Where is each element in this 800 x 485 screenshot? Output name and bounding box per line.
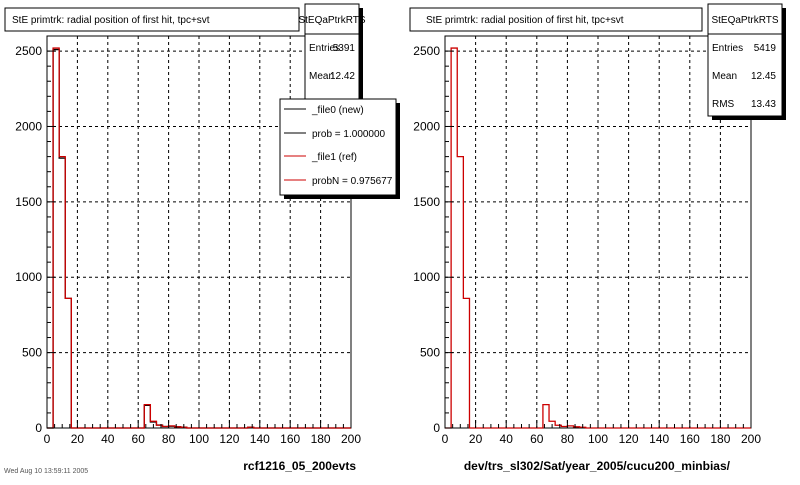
left-y-tick-label: 1500 [15, 195, 42, 209]
right-grid [445, 36, 751, 428]
left-title-box [4, 7, 300, 32]
right-x-tick-label: 200 [741, 432, 761, 446]
left-stats-entries-value: 5391 [333, 43, 356, 54]
right-x-tick-label: 60 [530, 432, 544, 446]
right-x-tick-label: 100 [588, 432, 608, 446]
right-y-tick-label: 1500 [413, 195, 440, 209]
left-stats-mean-value: 12.42 [330, 71, 355, 82]
left-x-tick-label: 180 [311, 432, 331, 446]
right-x-tick-label: 180 [710, 432, 730, 446]
left-y-tick-label: 2500 [15, 44, 42, 58]
right-histogram-outline-0 [445, 47, 751, 429]
legend-entry-new: _file0 (new) [311, 105, 364, 116]
right-histogram-title: StE primtrk: radial position of first hi… [426, 15, 624, 26]
right-x-axis-label: dev/trs_sl302/Sat/year_2005/cucu200_minb… [464, 459, 731, 473]
left-x-tick-label: 160 [280, 432, 300, 446]
right-y-tick-label: 1000 [413, 270, 440, 284]
left-histogram-outline-1 [47, 47, 351, 429]
left-x-tick-label: 100 [189, 432, 209, 446]
right-x-tick-label: 40 [500, 432, 514, 446]
left-x-axis-label: rcf1216_05_200evts [243, 459, 356, 473]
legend-entry-probn: probN = 0.975677 [312, 176, 393, 187]
right-axis-ticks: 0 20 40 60 80 100 120 140 160 180 2000500100015002… [413, 44, 761, 446]
left-ref-histogram [47, 47, 351, 429]
right-stats-mean-label: Mean [712, 71, 737, 82]
left-x-tick-label: 120 [219, 432, 239, 446]
left-x-tick-label: 0 [44, 432, 51, 446]
left-grid [47, 36, 351, 428]
left-y-tick-label: 1000 [15, 270, 42, 284]
left-stats-name: StEQaPtrkRTS [298, 15, 365, 26]
right-x-tick-label: 0 [442, 432, 449, 446]
left-y-tick-label: 2000 [15, 119, 42, 133]
left-x-tick-label: 20 [71, 432, 85, 446]
legend-entry-ref: _file1 (ref) [311, 152, 357, 163]
left-x-tick-label: 60 [132, 432, 146, 446]
right-stats-entries-value: 5419 [754, 43, 777, 54]
right-x-tick-label: 140 [649, 432, 669, 446]
right-stats-mean-value: 12.45 [751, 71, 776, 82]
left-x-tick-label: 80 [162, 432, 176, 446]
left-x-tick-label: 200 [341, 432, 361, 446]
right-ref-histogram [445, 47, 751, 429]
left-x-tick-label: 140 [250, 432, 270, 446]
right-title-box [409, 7, 703, 32]
right-histogram-panel: StE primtrk: radial position of first hi… [409, 3, 786, 473]
left-histogram-title: StE primtrk: radial position of first hi… [12, 15, 210, 26]
left-stats-entries-label: Entries [309, 43, 340, 54]
right-stats-rms-value: 13.43 [751, 99, 776, 110]
right-y-tick-label: 500 [420, 346, 440, 360]
left-histogram-panel: StE primtrk: radial position of first hi… [4, 3, 400, 475]
right-x-tick-label: 80 [561, 432, 575, 446]
right-x-tick-label: 20 [469, 432, 483, 446]
right-y-tick-label: 0 [433, 421, 440, 435]
left-y-tick-label: 500 [22, 346, 42, 360]
legend-entry-prob: prob = 1.000000 [312, 129, 386, 140]
left-x-tick-label: 40 [101, 432, 115, 446]
left-axis-ticks: 0 20 40 60 80 100 120 140 160 180 2000500100015002… [15, 44, 361, 446]
footer-timestamp: Wed Aug 10 13:59:11 2005 [4, 468, 88, 475]
right-x-tick-label: 120 [619, 432, 639, 446]
right-stats-name: StEQaPtrkRTS [711, 15, 778, 26]
right-x-tick-label: 160 [680, 432, 700, 446]
left-stats-mean-label: Mean [309, 71, 334, 82]
right-stats-box: StEQaPtrkRTS Entries 5419 Mean 12.45 RMS… [707, 3, 786, 120]
right-stats-entries-label: Entries [712, 43, 743, 54]
right-stats-rms-label: RMS [712, 99, 735, 110]
right-y-tick-label: 2500 [413, 44, 440, 58]
left-y-tick-label: 0 [35, 421, 42, 435]
right-plot-frame [444, 35, 752, 429]
left-legend: _file0 (new) prob = 1.000000 _file1 (ref… [279, 98, 400, 199]
right-y-tick-label: 2000 [413, 119, 440, 133]
